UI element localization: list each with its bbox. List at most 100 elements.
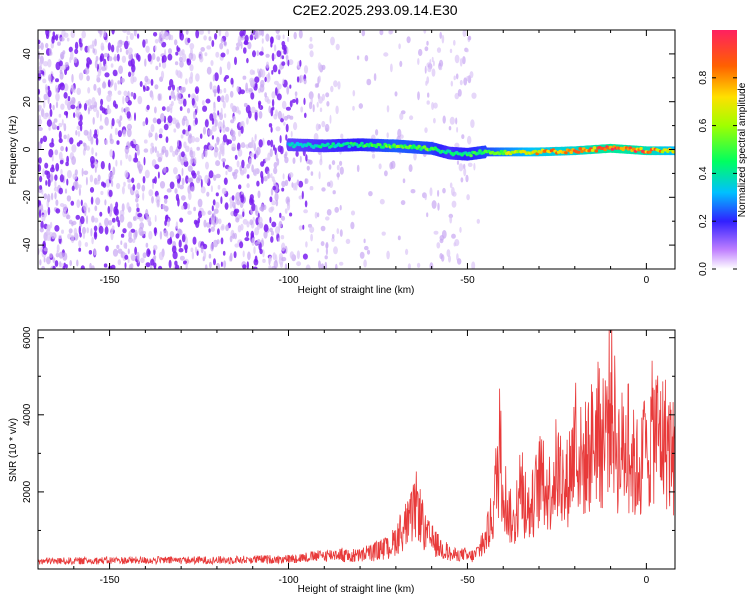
noise-speckle — [265, 61, 270, 69]
noise-speckle — [188, 93, 191, 98]
noise-speckle — [455, 117, 458, 125]
noise-speckle — [173, 167, 178, 175]
noise-speckle — [220, 261, 223, 267]
track-point — [594, 149, 599, 153]
noise-speckle — [281, 242, 286, 252]
noise-speckle — [111, 30, 115, 35]
noise-speckle — [259, 206, 265, 212]
track-point — [345, 141, 350, 145]
noise-speckle — [148, 230, 153, 240]
noise-speckle — [185, 118, 189, 128]
noise-speckle — [172, 150, 176, 157]
noise-speckle — [256, 146, 261, 156]
noise-speckle — [130, 228, 136, 233]
noise-speckle — [40, 42, 44, 50]
noise-speckle — [122, 30, 127, 34]
x-tick-label: -50 — [460, 575, 475, 586]
noise-speckle — [94, 166, 97, 174]
track-point — [476, 151, 481, 155]
noise-speckle — [287, 59, 290, 67]
noise-speckle — [91, 215, 95, 223]
noise-speckle — [213, 239, 218, 248]
noise-speckle — [278, 69, 281, 75]
noise-speckle — [134, 189, 140, 199]
noise-speckle — [229, 90, 234, 98]
noise-speckle — [163, 166, 167, 173]
noise-speckle — [429, 187, 433, 197]
noise-speckle — [253, 266, 258, 269]
noise-speckle — [153, 265, 157, 269]
track-point — [318, 145, 323, 149]
noise-speckle — [299, 59, 302, 67]
noise-speckle — [223, 88, 227, 93]
noise-speckle — [127, 178, 132, 183]
noise-speckle — [183, 160, 189, 167]
noise-speckle — [259, 83, 265, 93]
noise-speckle — [284, 208, 288, 214]
noise-speckle — [103, 52, 109, 58]
noise-speckle — [116, 140, 120, 145]
noise-speckle — [298, 30, 303, 39]
noise-speckle — [373, 73, 377, 82]
noise-speckle — [154, 45, 157, 52]
noise-speckle — [237, 225, 242, 233]
noise-speckle — [358, 103, 363, 109]
noise-speckle — [144, 75, 149, 83]
noise-speckle — [39, 259, 42, 266]
colorbar-tick-label: 0.8 — [698, 70, 709, 84]
noise-speckle — [433, 102, 438, 109]
noise-speckle — [190, 135, 196, 143]
noise-speckle — [55, 101, 59, 109]
noise-speckle — [175, 175, 179, 180]
noise-speckle — [173, 95, 176, 101]
noise-speckle — [275, 34, 281, 40]
noise-speckle — [48, 126, 51, 131]
noise-speckle — [136, 182, 141, 190]
noise-speckle — [143, 148, 149, 153]
noise-speckle — [334, 206, 340, 213]
noise-speckle — [112, 166, 116, 176]
noise-speckle — [305, 154, 308, 162]
noise-speckle — [153, 32, 158, 37]
noise-speckle — [177, 139, 180, 147]
noise-speckle — [339, 204, 342, 211]
noise-speckle — [163, 195, 169, 200]
noise-speckle — [110, 231, 114, 241]
noise-speckle — [123, 90, 128, 97]
noise-speckle — [309, 226, 315, 234]
noise-speckle — [154, 106, 157, 114]
noise-speckle — [244, 237, 250, 242]
noise-speckle — [70, 51, 74, 60]
noise-speckle — [128, 71, 132, 78]
noise-speckle — [43, 257, 46, 263]
noise-speckle — [233, 251, 237, 259]
noise-speckle — [320, 241, 325, 247]
noise-speckle — [145, 208, 149, 218]
noise-speckle — [192, 236, 197, 245]
noise-speckle — [174, 188, 178, 194]
noise-speckle — [38, 157, 42, 164]
noise-speckle — [38, 51, 41, 60]
noise-speckle — [399, 112, 404, 120]
x-tick-label: 0 — [644, 575, 650, 586]
noise-speckle — [220, 237, 224, 245]
noise-speckle — [375, 129, 379, 136]
noise-speckle — [101, 45, 105, 51]
noise-speckle — [125, 49, 129, 55]
noise-speckle — [295, 97, 299, 105]
noise-speckle — [254, 204, 258, 214]
noise-speckle — [121, 107, 124, 113]
noise-speckle — [282, 78, 285, 85]
noise-speckle — [250, 197, 253, 204]
noise-speckle — [126, 111, 131, 119]
noise-speckle — [167, 53, 173, 61]
noise-speckle — [117, 219, 121, 228]
noise-speckle — [105, 245, 109, 252]
noise-speckle — [277, 145, 283, 153]
noise-speckle — [83, 202, 88, 212]
noise-speckle — [366, 78, 372, 86]
spectrogram-plot — [38, 30, 675, 269]
track-point — [603, 148, 607, 152]
noise-speckle — [217, 121, 223, 130]
noise-speckle — [224, 75, 230, 79]
